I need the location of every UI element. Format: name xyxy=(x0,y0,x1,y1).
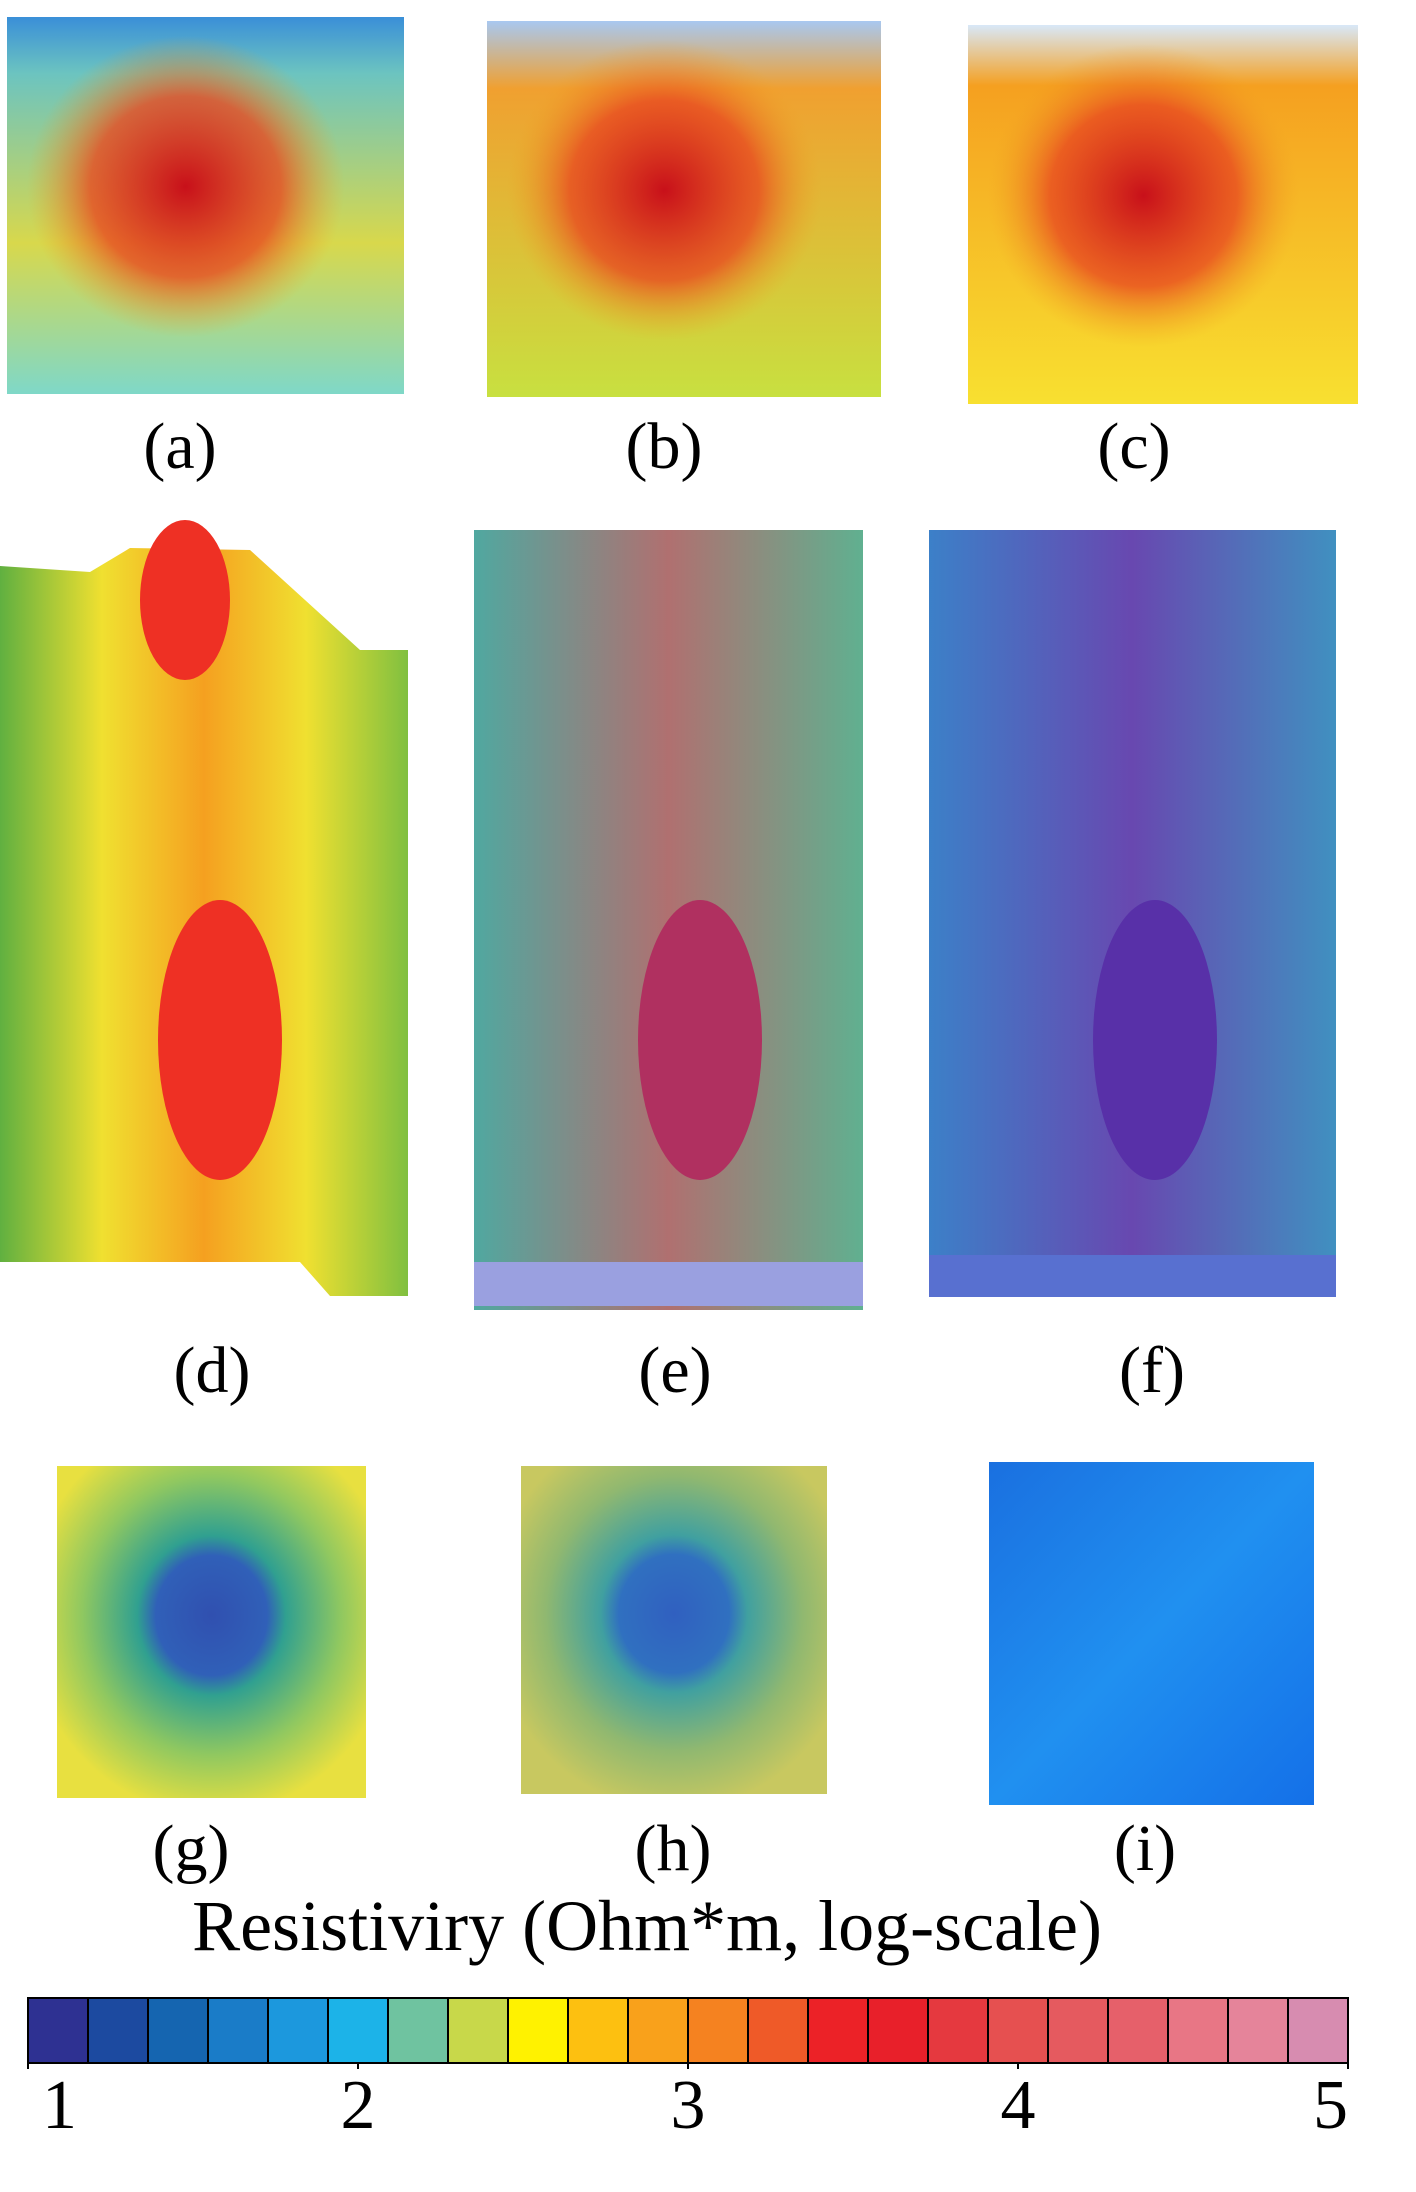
colorbar-cell xyxy=(567,1997,629,2064)
colorbar-cell xyxy=(867,1997,929,2064)
colorbar-tick-label: 2 xyxy=(341,2067,376,2144)
panel-e-base xyxy=(474,1262,863,1306)
colorbar-cell xyxy=(927,1997,989,2064)
colorbar-cell xyxy=(687,1997,749,2064)
panel-label: (e) xyxy=(638,1334,711,1407)
colorbar-cell xyxy=(387,1997,449,2064)
colorbar-tick-label: 1 xyxy=(42,2067,77,2144)
panel-g xyxy=(57,1466,366,1798)
panel-label: (h) xyxy=(635,1812,712,1885)
panel-b-anomaly xyxy=(487,21,881,397)
panel-e-anomaly xyxy=(638,900,762,1180)
panel-label: (b) xyxy=(626,410,703,483)
panel-f-base xyxy=(929,1255,1336,1297)
panel-label: (a) xyxy=(143,410,216,483)
panel-d-anomaly xyxy=(158,900,282,1180)
colorbar-cell xyxy=(1107,1997,1169,2064)
panel-label: (f) xyxy=(1119,1334,1185,1407)
colorbar-cell xyxy=(807,1997,869,2064)
panel-label: (i) xyxy=(1114,1812,1176,1885)
colorbar-cell xyxy=(627,1997,689,2064)
colorbar-cell xyxy=(1167,1997,1229,2064)
colorbar-cell xyxy=(267,1997,329,2064)
colorbar-cell xyxy=(327,1997,389,2064)
panel-labels: (a) (b) (c) (d) (e) (f) (g) (h) (i) xyxy=(143,410,1185,1885)
colorbar-cell xyxy=(87,1997,149,2064)
panel-h xyxy=(521,1466,827,1794)
colorbar-cell xyxy=(447,1997,509,2064)
colorbar-cell xyxy=(1287,1997,1349,2064)
colorbar-title: Resistiviry (Ohm*m, log-scale) xyxy=(192,1886,1102,1966)
panel-label: (d) xyxy=(174,1334,251,1407)
colorbar-cell xyxy=(147,1997,209,2064)
colorbar-tick-label: 3 xyxy=(671,2067,706,2144)
panel-i xyxy=(989,1462,1314,1805)
colorbar-cell xyxy=(987,1997,1049,2064)
colorbar-cell xyxy=(507,1997,569,2064)
colorbar-tick-label: 4 xyxy=(1001,2067,1036,2144)
panel-label: (g) xyxy=(153,1812,230,1885)
colorbar-cell xyxy=(207,1997,269,2064)
panel-c-anomaly xyxy=(968,25,1358,404)
panel-images xyxy=(0,17,1358,1805)
colorbar: 1 2 3 4 5 xyxy=(27,1997,1349,2144)
panel-a-anomaly xyxy=(7,17,404,394)
panel-f-anomaly xyxy=(1093,900,1217,1180)
panel-label: (c) xyxy=(1097,410,1170,483)
colorbar-cell xyxy=(27,1997,89,2064)
colorbar-cell xyxy=(1047,1997,1109,2064)
colorbar-cell xyxy=(747,1997,809,2064)
colorbar-cell xyxy=(1227,1997,1289,2064)
colorbar-tick-label: 5 xyxy=(1313,2067,1348,2144)
panel-d-top xyxy=(140,520,230,680)
